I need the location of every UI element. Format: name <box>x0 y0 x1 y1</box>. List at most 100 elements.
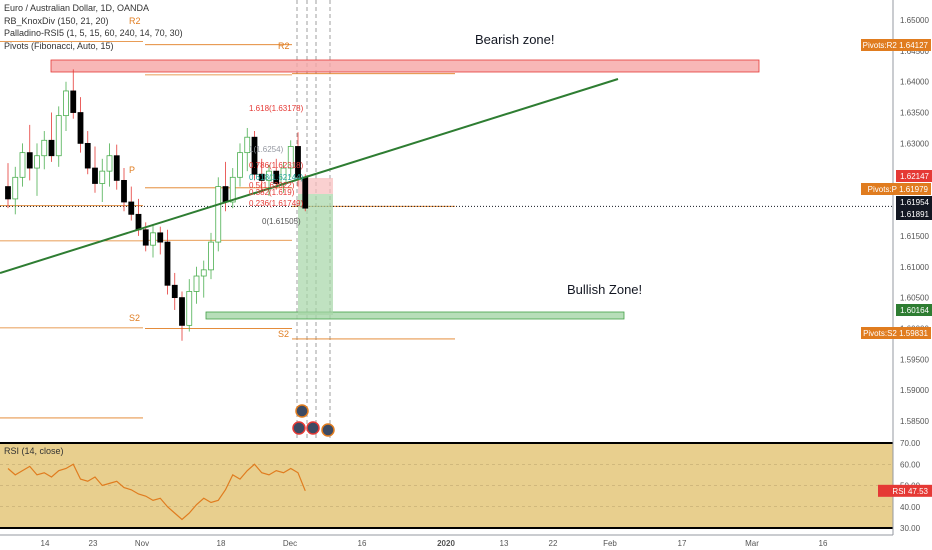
rsi-line[interactable] <box>7 463 306 521</box>
bullish-zone-box[interactable] <box>205 311 625 320</box>
pivot-s2-right: S2 <box>278 329 289 339</box>
position-target-area[interactable] <box>298 194 333 315</box>
candle[interactable] <box>157 226 164 255</box>
candle[interactable] <box>99 158 106 202</box>
bullish-zone-label: Bullish Zone! <box>567 282 642 297</box>
candle[interactable] <box>5 163 11 209</box>
price-badge-text: 1.62147 <box>900 172 929 181</box>
rsi-tick-label: 30.00 <box>900 524 921 533</box>
candle[interactable] <box>287 140 294 178</box>
candle-body <box>55 115 62 157</box>
time-tick-label: Feb <box>603 539 617 548</box>
event-icons[interactable] <box>292 404 335 437</box>
candle[interactable] <box>12 166 19 215</box>
candle[interactable] <box>273 158 280 190</box>
candle[interactable] <box>34 143 40 196</box>
fib-level-label: 0.618(1.62144) <box>249 173 304 182</box>
candle[interactable] <box>77 97 84 153</box>
price-tick-label: 1.61000 <box>900 263 929 272</box>
rsi-tick-label: 70.00 <box>900 439 921 448</box>
candle-body <box>99 170 106 184</box>
fib-level-label: 0.236(1.61749) <box>249 199 304 208</box>
rsi-badge <box>878 484 932 497</box>
price-badge-text: 1.61954 <box>900 198 929 207</box>
price-tick-label: 1.58500 <box>900 417 929 426</box>
candle[interactable] <box>179 291 185 341</box>
fib-level-label: 0.382(1.619) <box>249 188 295 197</box>
candle-body <box>258 173 265 181</box>
price-badge <box>861 39 931 51</box>
pivot-r2-right: R2 <box>278 41 290 51</box>
trendline[interactable] <box>0 78 619 274</box>
candle[interactable] <box>26 124 33 181</box>
candle[interactable] <box>193 266 200 304</box>
candle-body <box>287 146 294 169</box>
candle-body <box>41 139 48 157</box>
candle[interactable] <box>266 164 272 196</box>
pivot-s2-left: S2 <box>129 313 140 323</box>
rsi-label: RSI (14, close) <box>4 446 64 456</box>
candle-body <box>34 155 40 169</box>
candle[interactable] <box>150 224 156 258</box>
candle[interactable] <box>200 260 207 298</box>
candle-body <box>128 201 135 215</box>
candle[interactable] <box>186 279 193 332</box>
candle[interactable] <box>251 131 258 181</box>
candle[interactable] <box>295 132 301 187</box>
candle[interactable] <box>244 127 251 172</box>
price-badge <box>896 196 932 208</box>
bearish-zone-box[interactable] <box>50 59 760 73</box>
candle[interactable] <box>237 143 243 187</box>
candle-body <box>302 176 309 209</box>
price-badge-text: Pivots:R2 1.64127 <box>863 41 929 50</box>
time-tick-label: Dec <box>283 539 297 548</box>
fib-level-label: 0(1.61505) <box>262 217 301 226</box>
candle[interactable] <box>41 131 48 170</box>
candle-body <box>84 142 91 169</box>
time-tick-label: 16 <box>819 539 828 548</box>
candle[interactable] <box>302 174 309 212</box>
indicator-palladino-rsi[interactable]: Palladino-RSI5 (1, 5, 15, 60, 240, 14, 7… <box>4 28 183 38</box>
time-tick-label: 13 <box>500 539 509 548</box>
price-badge <box>861 327 931 339</box>
time-tick-label: 2020 <box>437 539 455 548</box>
candle[interactable] <box>106 143 113 187</box>
time-tick-label: 22 <box>549 539 558 548</box>
candle-body <box>229 176 236 203</box>
chart-legend[interactable]: Euro / Australian Dollar, 1D, OANDA RB_K… <box>4 2 183 52</box>
price-badge <box>896 170 932 182</box>
candle[interactable] <box>113 144 120 190</box>
candle[interactable] <box>171 272 178 310</box>
bearish-zone-label: Bearish zone! <box>475 32 555 47</box>
fib-level-label: 0.786(1.62318) <box>249 161 304 170</box>
candle-body <box>113 155 120 181</box>
time-tick-label: Nov <box>135 539 149 548</box>
symbol-title: Euro / Australian Dollar, 1D, OANDA <box>4 3 150 13</box>
indicator-pivots[interactable]: Pivots (Fibonacci, Auto, 15) <box>4 40 114 51</box>
fib-level-label: 1(1.6254) <box>249 145 284 154</box>
indicator-knoxdiv[interactable]: RB_KnoxDiv (150, 21, 20) <box>4 15 109 26</box>
candle-body <box>157 232 164 243</box>
candle[interactable] <box>229 168 236 209</box>
candle[interactable] <box>208 232 214 280</box>
candle[interactable] <box>128 186 135 221</box>
candle-body <box>150 232 156 246</box>
candle[interactable] <box>70 69 77 119</box>
candle[interactable] <box>164 229 171 295</box>
candle-body <box>179 297 185 326</box>
price-badge <box>896 304 932 316</box>
candle-body <box>106 155 113 172</box>
candle[interactable] <box>48 112 55 162</box>
price-tick-label: 1.60500 <box>900 294 929 303</box>
candle[interactable] <box>19 143 26 187</box>
candle[interactable] <box>215 177 222 252</box>
candle[interactable] <box>258 158 265 193</box>
candle[interactable] <box>84 131 91 175</box>
candle[interactable] <box>92 146 98 193</box>
rsi-badge-text: RSI 47.53 <box>892 487 928 496</box>
candle[interactable] <box>55 106 62 167</box>
candle[interactable] <box>63 81 69 132</box>
candle[interactable] <box>121 168 127 212</box>
price-badge-text: Pivots:S2 1.59831 <box>863 329 928 338</box>
